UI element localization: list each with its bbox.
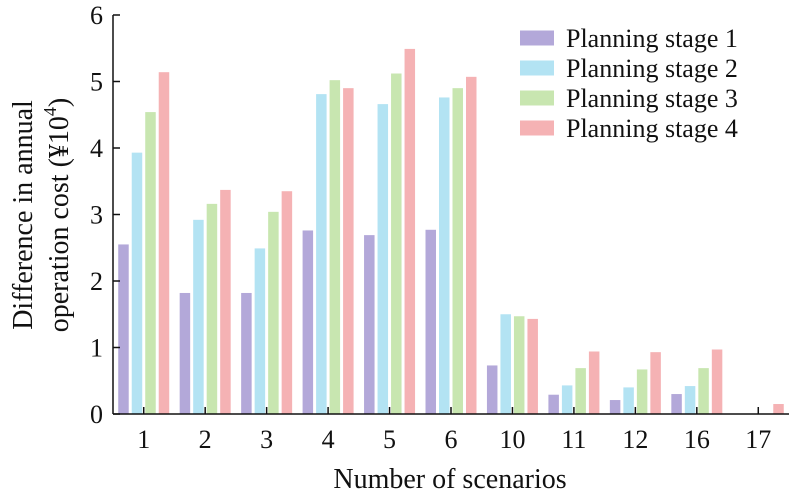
legend-swatch-stage4: [520, 120, 554, 136]
legend-swatch-stage1: [520, 30, 554, 46]
y-axis-label-line2: operation cost (¥104): [40, 98, 75, 333]
bar-stage2-scenario-5: [377, 104, 389, 415]
x-tick-label: 4: [322, 425, 335, 454]
y-tick-label: 0: [90, 400, 103, 429]
x-axis-label: Number of scenarios: [333, 464, 566, 495]
bar-stage1-scenario-6: [425, 229, 436, 414]
bar-stage3-scenario-10: [513, 316, 525, 414]
bar-stage4-scenario-6: [466, 76, 477, 414]
x-tick-label: 12: [622, 425, 648, 454]
bars-group: [118, 48, 784, 415]
legend-label-stage4: Planning stage 4: [566, 114, 738, 143]
bar-stage2-scenario-6: [439, 97, 450, 415]
bar-stage4-scenario-3: [281, 191, 293, 414]
y-tick-label: 4: [90, 134, 103, 163]
bar-stage3-scenario-12: [636, 369, 648, 414]
bar-stage4-scenario-12: [650, 352, 661, 414]
y-axis-label-line1: Difference in annual: [8, 100, 39, 330]
bar-stage3-scenario-1: [145, 112, 156, 414]
axes-group: [112, 14, 789, 415]
bar-stage1-scenario-1: [118, 244, 129, 414]
bar-stage4-scenario-10: [527, 318, 538, 414]
legend-swatch-stage3: [520, 90, 554, 106]
x-tick-label: 5: [383, 425, 396, 454]
bar-stage2-scenario-12: [623, 387, 634, 414]
x-tick-label: 11: [561, 425, 586, 454]
bar-stage3-scenario-3: [268, 211, 279, 414]
bar-stage1-scenario-5: [364, 235, 375, 414]
bar-stage1-scenario-2: [179, 292, 191, 414]
legend-swatch-stage2: [520, 60, 554, 76]
bar-stage4-scenario-5: [404, 48, 416, 414]
x-tick-label: 16: [684, 425, 710, 454]
bar-stage3-scenario-11: [575, 368, 586, 414]
bar-stage1-scenario-3: [241, 292, 252, 414]
bar-stage1-scenario-16: [671, 394, 682, 414]
bar-stage1-scenario-10: [486, 365, 498, 414]
x-tick-label: 6: [445, 425, 458, 454]
y-tick-label: 6: [90, 1, 103, 30]
bar-stage3-scenario-6: [452, 88, 463, 415]
bar-stage3-scenario-4: [329, 80, 341, 415]
bar-stage4-scenario-16: [711, 349, 723, 414]
y-axis-label-line2-suffix: ): [44, 98, 75, 107]
legend-label-stage2: Planning stage 2: [566, 54, 738, 83]
x-tick-label: 10: [499, 425, 525, 454]
y-axis-label-line2-prefix: operation cost (¥10: [44, 116, 75, 332]
y-tick-label: 3: [90, 201, 103, 230]
bar-stage3-scenario-16: [698, 368, 709, 414]
bar-stage2-scenario-3: [254, 248, 266, 414]
bar-stage3-scenario-5: [391, 73, 402, 415]
bar-stage4-scenario-4: [343, 88, 354, 415]
bar-stage1-scenario-12: [609, 400, 621, 414]
x-tick-label: 3: [260, 425, 273, 454]
bar-stage1-scenario-4: [302, 230, 314, 414]
y-tick-label: 1: [90, 334, 103, 363]
bar-stage4-scenario-1: [158, 72, 170, 414]
legend-label-stage3: Planning stage 3: [566, 84, 738, 113]
y-tick-label: 5: [90, 68, 103, 97]
x-tick-label: 17: [745, 425, 771, 454]
x-tick-label: 1: [137, 425, 150, 454]
legend-label-stage1: Planning stage 1: [566, 24, 738, 53]
bar-stage2-scenario-4: [316, 94, 327, 414]
bar-stage1-scenario-11: [548, 394, 559, 414]
x-tick-label: 2: [199, 425, 212, 454]
y-tick-label: 2: [90, 267, 103, 296]
bar-stage3-scenario-2: [206, 203, 218, 414]
bar-stage2-scenario-10: [500, 314, 511, 414]
bar-stage4-scenario-11: [588, 351, 600, 414]
bar-stage2-scenario-2: [193, 219, 204, 414]
bar-stage2-scenario-1: [131, 152, 143, 414]
bar-stage2-scenario-11: [561, 385, 573, 414]
bar-stage4-scenario-17: [773, 404, 784, 414]
y-axis-label-line2-sup: 4: [40, 107, 60, 116]
bar-stage2-scenario-16: [684, 386, 696, 414]
bar-stage4-scenario-2: [220, 189, 231, 414]
